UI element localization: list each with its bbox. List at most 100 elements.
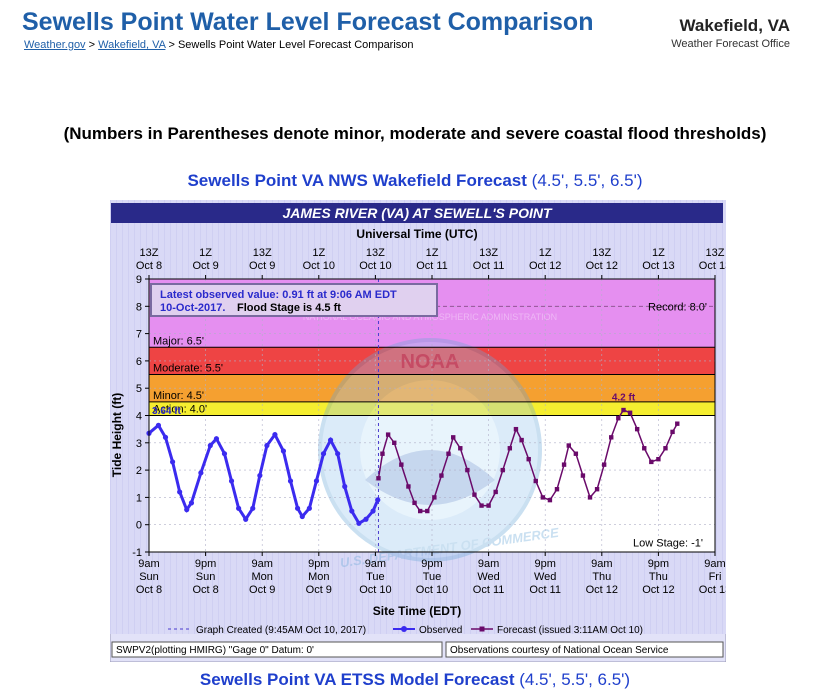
bottom-tick-label: 9am	[704, 558, 725, 570]
top-tick-label: 1Z	[199, 247, 212, 259]
bottom-tick-label: Oct 11	[529, 584, 561, 596]
section-title-nws-text: Sewells Point VA NWS Wakefield Forecast	[187, 171, 527, 190]
threshold-label: Major: 6.5'	[153, 335, 204, 347]
chart-title-bar	[111, 203, 723, 223]
observed-point	[184, 507, 190, 513]
bottom-tick-label: 9pm	[534, 558, 555, 570]
top-tick-label: 13Z	[479, 247, 498, 259]
forecast-point	[500, 467, 505, 473]
forecast-point	[486, 503, 491, 508]
observed-peak-label: 3.64 ft	[152, 406, 182, 417]
forecast-point	[399, 462, 404, 467]
bottom-tick-label: 9am	[478, 558, 499, 570]
y-tick-label: 9	[136, 274, 142, 286]
latest-observed-box-bg	[150, 283, 438, 317]
forecast-point	[616, 416, 621, 421]
forecast-point	[406, 484, 411, 489]
bottom-tick-label: 9am	[591, 558, 612, 570]
office-name: Wakefield, VA	[679, 16, 790, 35]
bottom-tick-label: Sun	[139, 571, 159, 583]
forecast-point	[425, 508, 430, 514]
flood-band-minor	[149, 401, 715, 416]
forecast-point	[580, 473, 586, 478]
y-tick-label: -1	[132, 547, 142, 559]
forecast-point	[627, 410, 633, 415]
observed-point	[363, 516, 369, 522]
top-tick-label: 13Z	[592, 247, 611, 259]
forecast-point	[526, 456, 531, 462]
forecast-point	[587, 495, 593, 500]
forecast-point	[601, 462, 607, 467]
forecast-point	[507, 446, 513, 451]
forecast-point	[675, 421, 680, 426]
breadcrumb-separator: >	[168, 39, 175, 51]
legend-forecast-marker	[479, 626, 485, 632]
forecast-point	[663, 446, 668, 451]
top-tick-label: 1Z	[652, 247, 665, 259]
office-block: Wakefield, VA Weather Forecast Office	[671, 16, 790, 50]
bottom-tick-label: Thu	[649, 571, 668, 583]
top-tick-label: Oct 11	[473, 260, 505, 272]
forecast-point	[376, 476, 381, 481]
observed-point	[370, 508, 376, 514]
forecast-point	[540, 495, 546, 500]
legend-created-label: Graph Created (9:45AM Oct 10, 2017)	[196, 625, 366, 636]
latest-observed-text: Latest observed value: 0.91 ft at 9:06 A…	[160, 289, 397, 301]
legend-forecast-label: Forecast (issued 3:11AM Oct 10)	[497, 625, 643, 636]
observed-point	[356, 520, 362, 526]
observed-point	[375, 497, 381, 503]
breadcrumb-office-link[interactable]: Wakefield, VA	[98, 39, 166, 51]
low-stage-label: Low Stage: -1'	[633, 538, 703, 550]
bottom-tick-label: Oct 12	[642, 584, 674, 596]
bottom-tick-label: 9am	[138, 558, 159, 570]
y-tick-label: 3	[136, 438, 142, 450]
y-tick-label: 4	[136, 411, 142, 423]
chart-legend: Graph Created (9:45AM Oct 10, 2017) Obse…	[168, 625, 643, 636]
forecast-point	[573, 451, 579, 456]
observed-point	[335, 451, 341, 457]
top-tick-label: Oct 10	[359, 260, 391, 272]
record-label: Record: 8.0'	[648, 301, 707, 313]
plot-area: NOAA NATIONAL OCEANIC AND ATMOSPHERIC AD…	[146, 278, 716, 570]
bottom-tick-label: Wed	[534, 571, 556, 583]
observed-point	[243, 516, 249, 522]
observed-point	[228, 478, 235, 484]
bottom-tick-label: Fri	[709, 571, 722, 583]
observed-point	[306, 505, 312, 511]
top-tick-label: Oct 9	[249, 260, 275, 272]
bottom-tick-label: Wed	[477, 571, 499, 583]
forecast-point	[566, 443, 571, 448]
observed-point	[280, 448, 287, 454]
observed-point	[221, 451, 228, 457]
observed-point	[177, 489, 183, 495]
bottom-tick-label: Mon	[251, 571, 272, 583]
series-group	[146, 407, 680, 526]
observed-point	[272, 432, 278, 438]
breadcrumb-home-link[interactable]: Weather.gov	[24, 39, 86, 51]
top-tick-label: Oct 10	[303, 260, 335, 272]
flood-stage-text: Flood Stage is 4.5 ft	[237, 302, 341, 314]
bottom-tick-label: Oct 10	[416, 584, 448, 596]
threshold-label: Minor: 4.5'	[153, 390, 204, 402]
forecast-point	[547, 497, 553, 503]
forecast-point	[656, 456, 661, 462]
observed-point	[257, 472, 263, 479]
watermark-noaa-text: NOAA	[401, 351, 460, 373]
bottom-tick-label: 9pm	[648, 558, 669, 570]
y-tick-label: 5	[136, 383, 142, 395]
forecast-point	[412, 500, 417, 506]
observed-point	[342, 483, 348, 490]
section-title-nws: Sewells Point VA NWS Wakefield Forecast …	[0, 171, 830, 191]
forecast-point	[609, 435, 614, 440]
y-axis-label: Tide Height (ft)	[110, 393, 124, 477]
top-tick-label: 13Z	[706, 247, 725, 259]
observed-point	[207, 442, 213, 449]
y-tick-label: 7	[136, 329, 142, 341]
forecast-point	[392, 440, 397, 445]
forecast-line	[377, 409, 678, 512]
observed-point	[213, 436, 220, 442]
forecast-point	[554, 487, 560, 492]
forecast-point	[472, 492, 477, 497]
observed-point	[169, 459, 176, 465]
